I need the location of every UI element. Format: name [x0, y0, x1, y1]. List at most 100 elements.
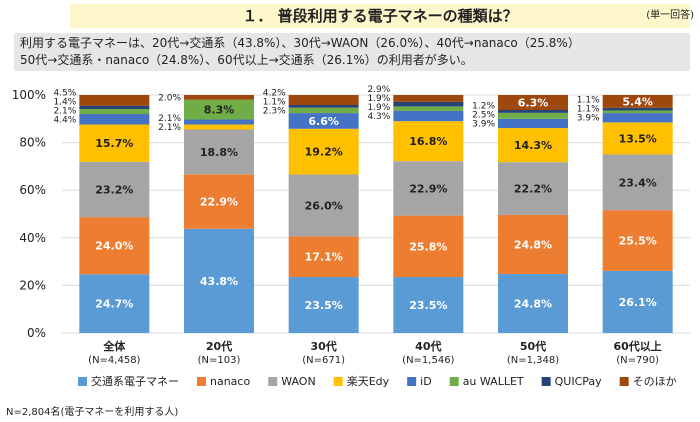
- category-label: 全体: [102, 339, 126, 353]
- bar-segment: [498, 95, 568, 110]
- bar-segment: [184, 95, 254, 100]
- bar-segment: [79, 114, 150, 125]
- category-n-label: (N=671): [302, 355, 345, 366]
- data-label: 8.3%: [204, 104, 235, 117]
- data-label-outside: 4.3%: [367, 112, 390, 122]
- bar-segment: [602, 95, 673, 108]
- y-tick-label: 80%: [19, 136, 46, 150]
- bar-segment: [498, 273, 568, 333]
- data-label: 5.4%: [622, 95, 653, 108]
- bar-segment: [498, 109, 568, 113]
- bar-segment: [288, 107, 359, 114]
- category-label: 60代以上: [614, 339, 662, 353]
- category-n-label: (N=1,546): [402, 355, 454, 366]
- bar-segment: [393, 101, 464, 107]
- bar-segment: [393, 106, 464, 111]
- data-label: 24.7%: [95, 298, 133, 311]
- data-label-outside: 3.9%: [577, 114, 600, 124]
- bar-segment: [79, 109, 150, 115]
- data-label-outside: 2.9%: [367, 85, 390, 95]
- y-tick-label: 0%: [27, 326, 46, 340]
- data-label-outside: 1.1%: [577, 105, 600, 115]
- bar-segment: [393, 215, 464, 278]
- bar-segment: [602, 270, 673, 333]
- summary-line-1: 利用する電子マネーは、20代→交通系（43.8%）、30代→WAON（26.0%…: [20, 36, 580, 50]
- bar-segment: [602, 110, 673, 114]
- bar-segment: [184, 99, 254, 120]
- bar-segment: [288, 104, 359, 108]
- data-label-outside: 4.5%: [53, 88, 76, 98]
- bar-segment: [79, 161, 150, 218]
- data-label: 13.5%: [619, 132, 657, 145]
- legend-label: au WALLET: [463, 375, 524, 388]
- sample-footnote: N=2,804名(電子マネーを利用する人): [6, 407, 179, 418]
- bar-segment: [498, 128, 568, 163]
- bar-segment: [288, 95, 359, 105]
- data-label: 24.8%: [514, 297, 552, 310]
- legend-swatch: [333, 377, 343, 386]
- data-label: 26.1%: [619, 296, 657, 309]
- bar-segment: [602, 107, 673, 111]
- y-tick-label: 40%: [19, 231, 46, 245]
- bar-segment: [498, 118, 568, 129]
- category-n-label: (N=1,348): [507, 355, 559, 366]
- data-label: 26.0%: [305, 199, 343, 212]
- bar-segment: [602, 154, 673, 211]
- data-label: 43.8%: [200, 275, 238, 288]
- category-n-label: (N=790): [616, 355, 659, 366]
- legend-label: QUICPay: [555, 375, 603, 388]
- legend-label: そのほか: [633, 375, 677, 388]
- legend-label: iD: [420, 375, 432, 388]
- category-label: 30代: [311, 339, 337, 353]
- data-label-outside: 1.2%: [472, 101, 495, 111]
- bar-segment: [79, 124, 150, 162]
- data-label: 25.5%: [619, 235, 657, 248]
- chart-title: １． 普段利用する電子マネーの種類は？: [242, 7, 518, 25]
- legend-swatch: [449, 377, 459, 386]
- data-label-outside: 1.9%: [367, 94, 390, 104]
- legend-label: nanaco: [210, 375, 250, 388]
- y-tick-label: 20%: [19, 278, 46, 292]
- data-label: 18.8%: [200, 146, 238, 159]
- summary-box: 利用する電子マネーは、20代→交通系（43.8%）、30代→WAON（26.0%…: [14, 33, 690, 71]
- bar-segment: [288, 113, 359, 129]
- legend-label: WAON: [281, 375, 316, 388]
- bar-segment: [288, 174, 359, 237]
- data-label-outside: 2.1%: [158, 114, 181, 124]
- data-label: 6.6%: [308, 115, 339, 128]
- y-tick-label: 60%: [19, 183, 46, 197]
- category-n-label: (N=103): [198, 355, 241, 366]
- data-label-outside: 2.0%: [158, 93, 181, 103]
- data-label: 22.2%: [514, 183, 552, 196]
- data-label-outside: 2.1%: [53, 106, 76, 116]
- bar-segment: [288, 128, 359, 175]
- bar-segment: [184, 228, 254, 333]
- bar-segment: [288, 277, 359, 333]
- data-label: 6.3%: [518, 96, 549, 109]
- legend-label: 楽天Edy: [347, 375, 390, 388]
- data-label: 23.4%: [619, 176, 657, 189]
- bar-segment: [79, 95, 150, 106]
- legend-swatch: [78, 377, 87, 386]
- bar-segment: [288, 236, 359, 278]
- data-label: 22.9%: [200, 196, 238, 209]
- data-label: 25.8%: [409, 240, 447, 253]
- data-label-outside: 1.1%: [263, 97, 286, 107]
- bar-segment: [498, 162, 568, 215]
- data-label: 14.3%: [514, 139, 552, 152]
- category-n-label: (N=4,458): [88, 355, 140, 366]
- data-label: 23.5%: [305, 299, 343, 312]
- bar-segment: [393, 161, 464, 216]
- data-label: 23.5%: [409, 299, 447, 312]
- data-label-outside: 4.4%: [53, 115, 76, 125]
- bar-segment: [393, 110, 464, 122]
- data-label: 15.7%: [95, 137, 133, 150]
- bar-segment: [184, 174, 254, 229]
- legend-swatch: [407, 377, 417, 386]
- bar-segment: [79, 274, 150, 333]
- data-label-outside: 2.5%: [472, 110, 495, 120]
- bar-segment: [79, 105, 150, 110]
- y-tick-label: 100%: [12, 88, 46, 102]
- data-label-outside: 1.4%: [53, 97, 76, 107]
